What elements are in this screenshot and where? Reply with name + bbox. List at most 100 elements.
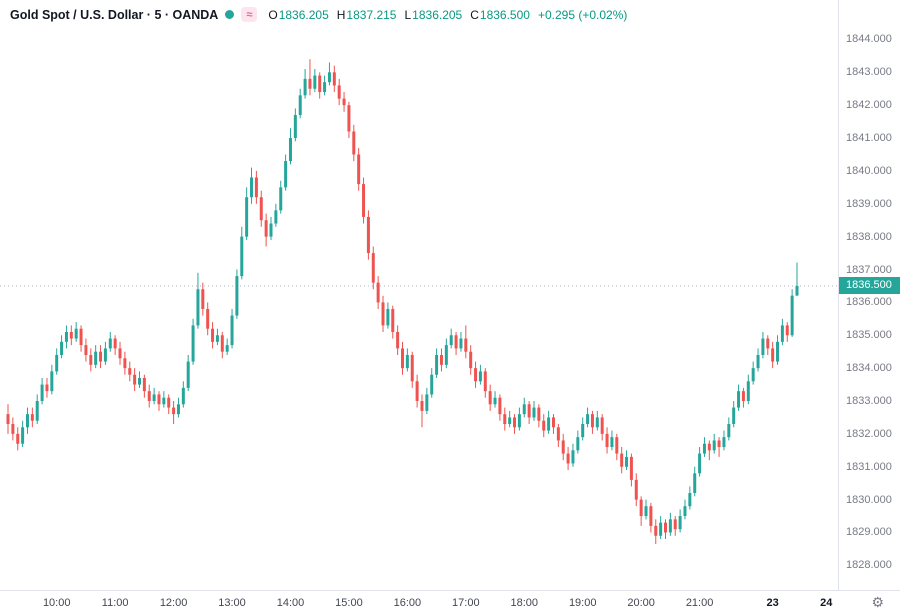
data-source-flag-icon[interactable]: ≈: [241, 7, 258, 22]
candle-body: [45, 384, 49, 392]
candle-body: [727, 424, 731, 438]
price-tick-label: 1829.000: [846, 526, 892, 539]
price-tick-label: 1841.000: [846, 132, 892, 145]
candle-body: [35, 401, 39, 421]
candle-body: [99, 351, 103, 362]
time-axis[interactable]: 10:00 11:00 12:00 13:00 14:00 15:00 16:00 17:00…: [0, 590, 900, 615]
candle-body: [245, 197, 249, 237]
gear-icon[interactable]: ⚙: [871, 594, 884, 610]
candle-body: [576, 437, 580, 451]
candle-body: [215, 335, 219, 342]
candle-body: [181, 387, 185, 405]
candle-body: [498, 397, 502, 415]
candle-body: [586, 414, 590, 425]
chart-legend: Gold Spot / U.S. Dollar · 5 · OANDA ≈ O1…: [10, 7, 627, 22]
candle-body: [683, 506, 687, 517]
candle-body: [785, 325, 789, 336]
candle-body: [795, 285, 799, 296]
candle-body: [610, 437, 614, 448]
candle-body: [435, 354, 439, 375]
candle-body: [264, 220, 268, 237]
candle-body: [381, 302, 385, 326]
candle-body: [780, 325, 784, 342]
time-axis-label: 14:00: [276, 597, 305, 609]
candle-body: [298, 95, 302, 116]
candle-body: [89, 354, 93, 365]
candle-body: [362, 184, 366, 217]
candle-body: [449, 335, 453, 346]
time-axis-label: 18:00: [510, 597, 539, 609]
candle-body: [639, 499, 643, 517]
candle-body: [474, 368, 478, 382]
symbol-title[interactable]: Gold Spot / U.S. Dollar · 5 · OANDA: [10, 7, 219, 22]
candle-body: [717, 440, 721, 448]
candle-body: [766, 338, 770, 349]
candle-body: [590, 414, 594, 428]
candle-body: [410, 354, 414, 382]
time-axis-label: 19:00: [568, 597, 597, 609]
candle-body: [625, 456, 629, 467]
candle-body: [547, 417, 551, 431]
price-tick-label: 1835.000: [846, 329, 892, 342]
candle-body: [211, 328, 215, 342]
candle-body: [673, 519, 677, 530]
price-tick-label: 1838.000: [846, 230, 892, 243]
candle-body: [771, 348, 775, 362]
candle-body: [196, 289, 200, 326]
candle-body: [741, 391, 745, 402]
candle-body: [371, 253, 375, 283]
price-tick-label: 1843.000: [846, 66, 892, 79]
candle-body: [347, 105, 351, 132]
candle-body: [69, 331, 73, 339]
candle-body: [230, 315, 234, 346]
candle-body: [342, 98, 346, 106]
candle-body: [186, 361, 190, 388]
candle-body: [313, 75, 317, 89]
candle-body: [201, 289, 205, 309]
candle-body: [722, 437, 726, 448]
candle-body: [430, 374, 434, 395]
time-axis-label: 24: [820, 597, 833, 609]
candle-body: [133, 374, 137, 385]
candle-body: [678, 516, 682, 530]
candle-body: [664, 522, 667, 533]
candle-body: [629, 456, 633, 480]
time-axis-label: 16:00: [393, 597, 422, 609]
candle-body: [469, 351, 473, 369]
candle-body: [152, 394, 156, 402]
chart-canvas[interactable]: [0, 0, 838, 590]
candle-body: [206, 308, 210, 329]
candle-body: [337, 85, 341, 99]
candle-body: [357, 154, 361, 185]
candle-body: [595, 417, 599, 428]
candle-body: [269, 223, 273, 237]
candle-body: [55, 354, 59, 372]
candle-body: [439, 354, 443, 365]
candle-body: [464, 338, 468, 352]
candle-body: [790, 295, 794, 336]
market-status-icon[interactable]: [225, 10, 235, 19]
candle-body: [756, 354, 760, 369]
candle-body: [556, 427, 560, 441]
candle-body: [6, 414, 10, 425]
time-axis-label: 12:00: [159, 597, 188, 609]
price-axis[interactable]: 1844.000 1843.000 1842.000 1841.000 1840.000…: [838, 0, 900, 590]
candle-body: [425, 394, 429, 411]
candle-body: [108, 338, 112, 349]
price-tick-label: 1832.000: [846, 427, 892, 440]
price-tick-label: 1830.000: [846, 493, 892, 506]
price-tick-label: 1844.000: [846, 33, 892, 46]
candle-body: [288, 138, 292, 162]
candle-body: [493, 397, 497, 405]
price-tick-label: 1837.000: [846, 263, 892, 276]
price-tick-label: 1842.000: [846, 99, 892, 112]
candle-body: [688, 493, 692, 507]
candle-body: [405, 354, 409, 369]
candle-body: [118, 348, 122, 359]
candle-body: [21, 427, 25, 444]
candle-body: [634, 479, 638, 500]
candle-body: [250, 177, 254, 198]
candle-body: [444, 345, 448, 365]
ohlc-readout: O1836.205 H1837.215 L1836.205 C1836.500 …: [268, 8, 627, 22]
